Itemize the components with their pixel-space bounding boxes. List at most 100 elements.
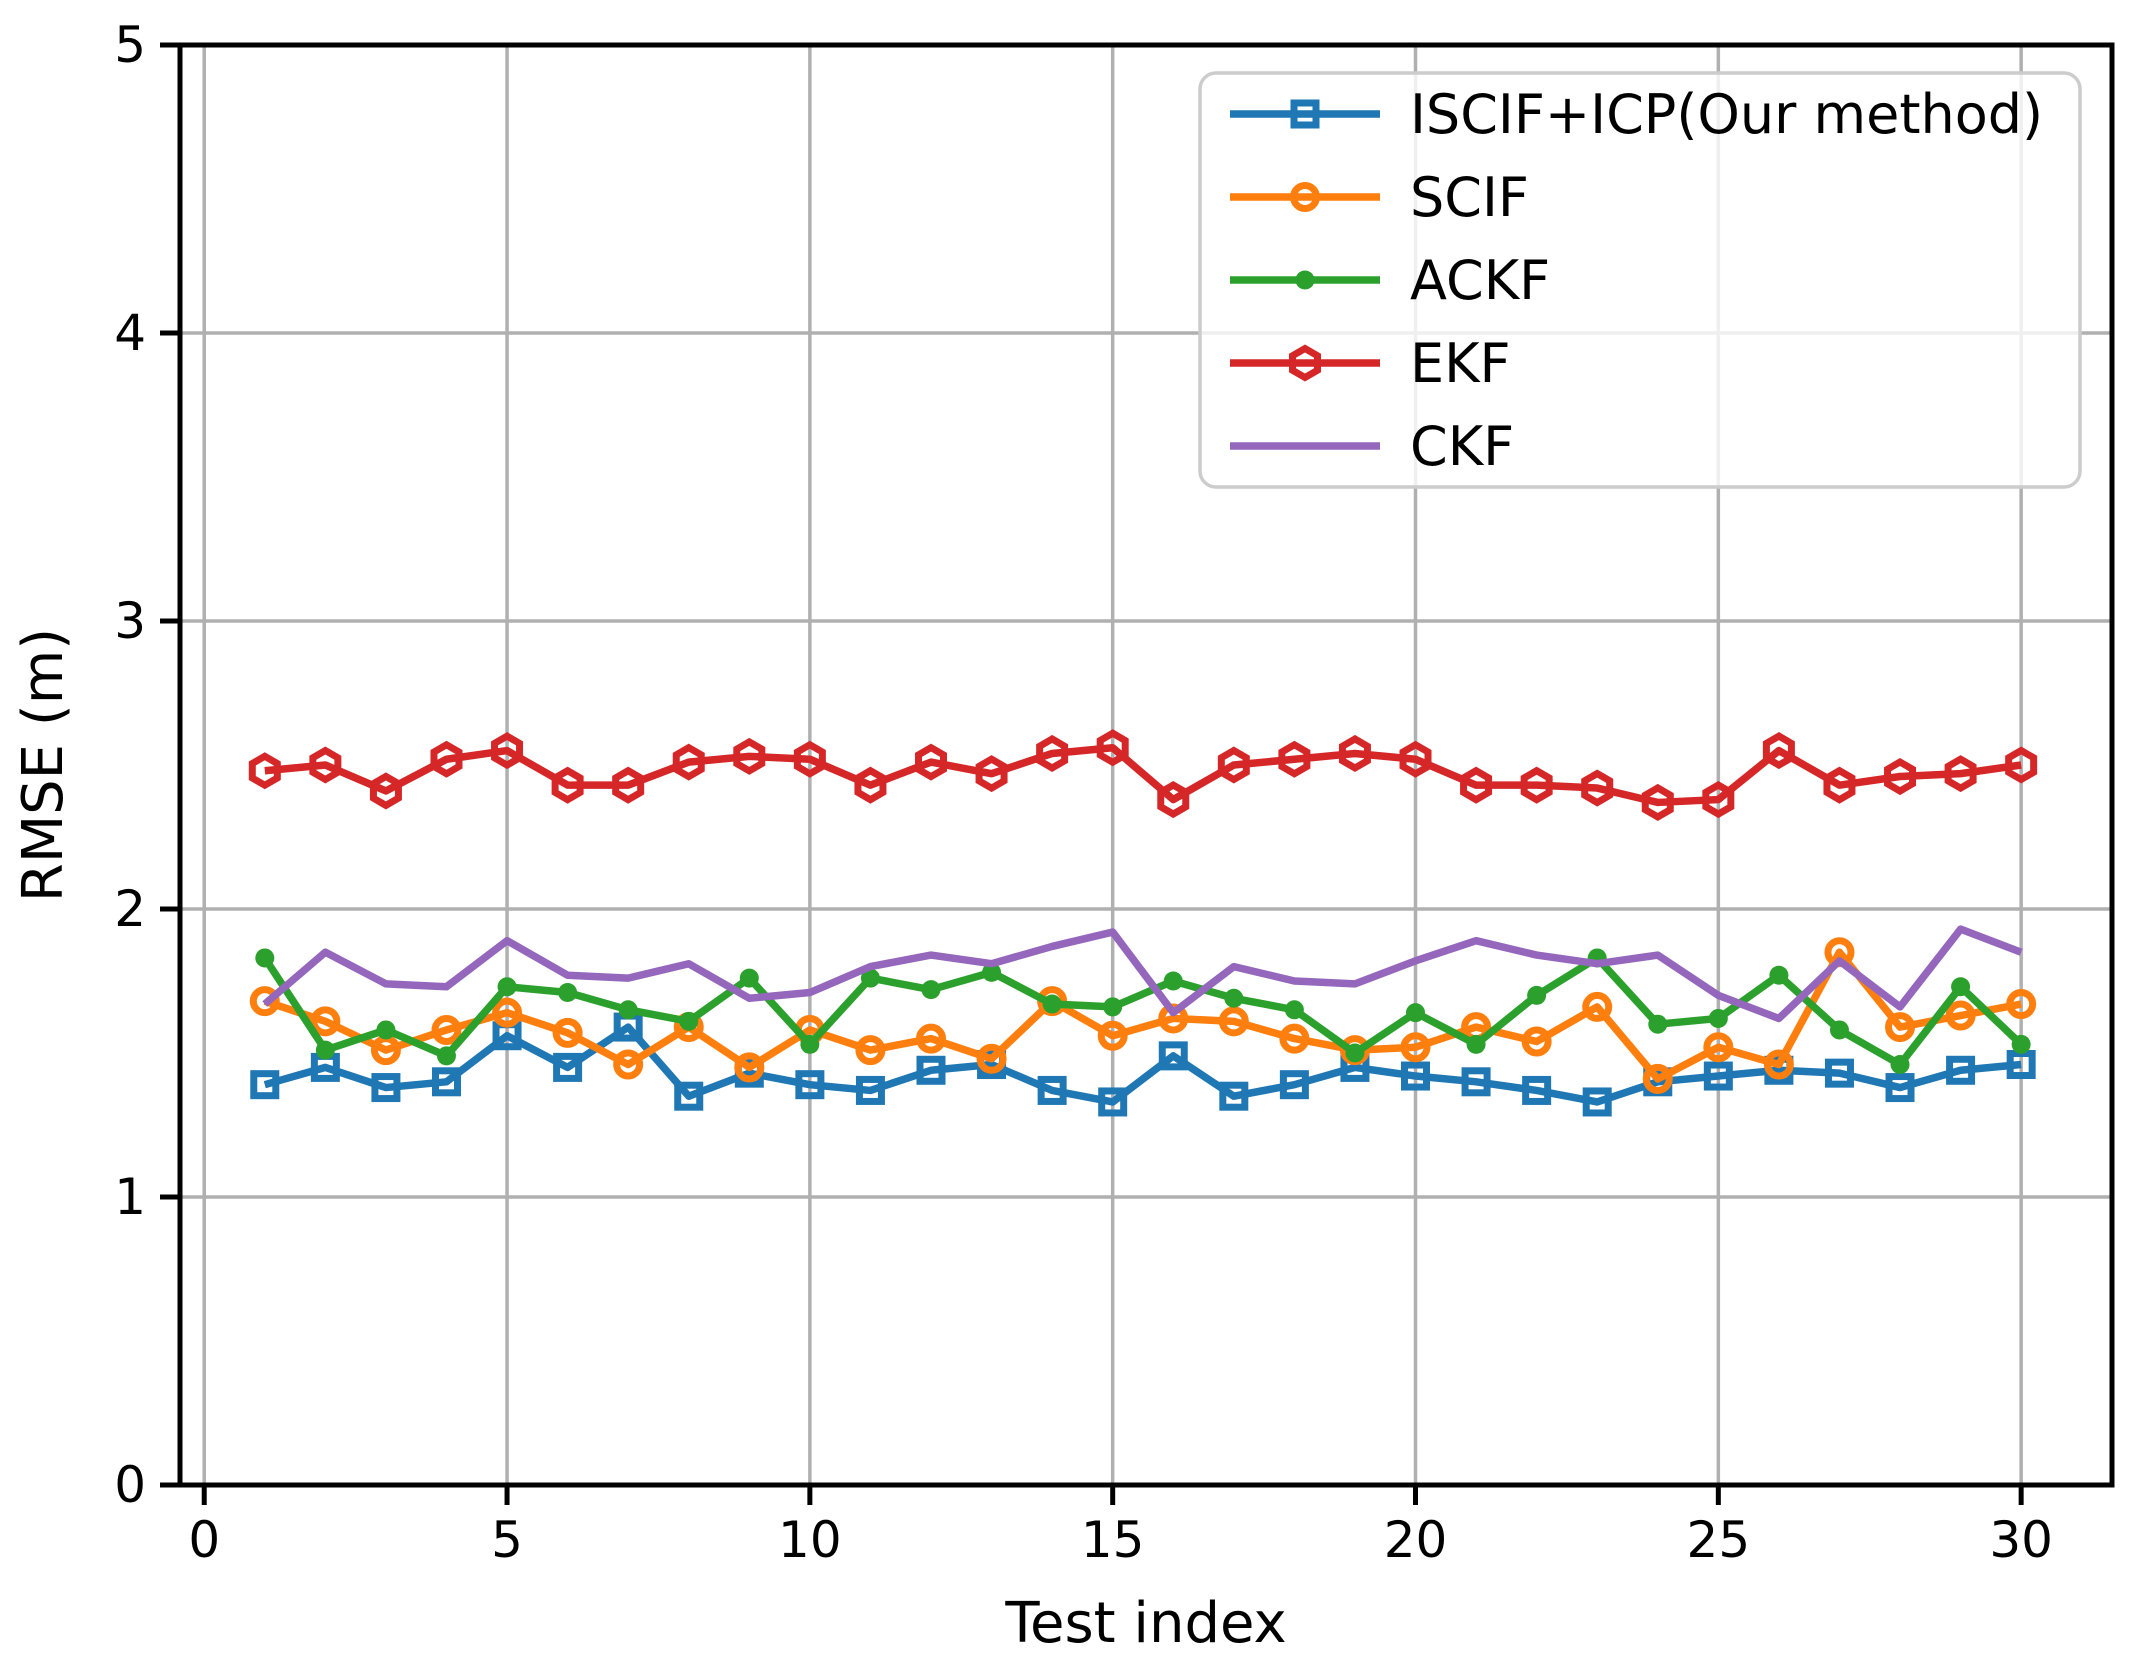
x-tick-label: 15	[1081, 1511, 1145, 1569]
x-tick-label: 5	[491, 1511, 523, 1569]
circle-marker	[492, 997, 523, 1028]
hexagon-marker	[1338, 734, 1371, 773]
dot-marker	[679, 1011, 699, 1031]
dot-marker	[497, 977, 517, 997]
dot-marker	[1527, 985, 1547, 1005]
x-tick-label: 30	[1989, 1511, 2053, 1569]
circle-marker	[2006, 989, 2037, 1020]
hexagon-marker	[1641, 783, 1674, 821]
hexagon-marker	[248, 752, 281, 790]
dot-marker	[1042, 994, 1062, 1014]
hexagon-marker	[1581, 769, 1614, 807]
legend-label-iscif-icp: ISCIF+ICP(Our method)	[1410, 83, 2043, 146]
square-marker	[1522, 1075, 1552, 1105]
square-marker	[1824, 1058, 1854, 1088]
x-tick-label: 25	[1687, 1511, 1751, 1569]
circle-marker	[734, 1052, 765, 1083]
legend-box	[1198, 71, 2082, 489]
circle-marker	[1703, 1032, 1734, 1063]
square-marker	[1037, 1075, 1067, 1105]
series-line	[264, 743, 2022, 807]
square-marker	[1946, 1055, 1976, 1085]
square-marker	[674, 1081, 704, 1111]
dot-marker	[2011, 1034, 2031, 1054]
hexagon-marker	[1096, 729, 1129, 767]
hexagon-marker	[733, 737, 766, 775]
dot-marker	[1295, 270, 1315, 290]
dot-marker	[376, 1020, 396, 1040]
square-marker	[1279, 1070, 1309, 1100]
x-axis-label: Test index	[1004, 1591, 1286, 1656]
hexagon-marker	[1884, 757, 1917, 796]
square-marker	[1219, 1081, 1249, 1111]
dot-marker	[800, 1034, 820, 1054]
circle-marker	[1885, 1012, 1916, 1043]
y-tick-label: 3	[114, 592, 146, 650]
hexagon-marker	[1217, 746, 1250, 784]
hexagon-marker	[1702, 781, 1735, 819]
dot-marker	[1829, 1020, 1849, 1040]
square-marker	[1582, 1087, 1612, 1117]
plot-frame	[177, 42, 2115, 1488]
hexagon-marker	[1823, 766, 1856, 804]
series-ekf	[248, 729, 2038, 821]
hexagon-marker	[2005, 746, 2038, 784]
square-marker	[431, 1067, 461, 1097]
dot-marker	[436, 1046, 456, 1066]
circle-marker	[1400, 1032, 1431, 1063]
hexagon-marker	[369, 772, 402, 810]
hexagon-marker	[1036, 734, 1069, 773]
circle-marker	[613, 1049, 644, 1080]
dot-marker	[1708, 1008, 1728, 1028]
square-marker	[250, 1070, 280, 1100]
axis-ticks: 0 5 10 15 20 25 30 0 1 2 3 4 5	[114, 16, 2053, 1569]
hexagon-marker	[1289, 344, 1321, 382]
square-marker	[1461, 1067, 1491, 1097]
circle-marker	[1763, 1049, 1794, 1080]
y-tick-label: 5	[114, 16, 146, 74]
hexagon-marker	[1399, 740, 1432, 778]
series-line	[263, 1023, 2022, 1106]
x-tick-label: 10	[778, 1511, 842, 1569]
square-marker	[916, 1055, 946, 1085]
hexagon-marker	[612, 766, 645, 804]
hexagon-marker	[1278, 740, 1311, 778]
hexagon-marker	[914, 743, 947, 781]
circle-marker	[1642, 1063, 1673, 1094]
dot-marker	[739, 968, 759, 988]
hexagon-marker	[1520, 766, 1553, 804]
y-tick-label: 4	[114, 304, 146, 362]
square-marker	[1158, 1041, 1188, 1071]
dot-marker	[1163, 971, 1183, 991]
dot-marker	[1103, 997, 1123, 1017]
circle-marker	[976, 1043, 1007, 1074]
dot-marker	[1890, 1055, 1910, 1075]
hexagon-marker	[551, 766, 584, 804]
square-marker	[1290, 99, 1320, 129]
axes-frame	[177, 42, 2115, 1488]
hexagon-marker	[1460, 766, 1493, 804]
circle-marker	[1279, 1023, 1310, 1054]
circle-marker	[1521, 1026, 1552, 1057]
data-series	[248, 729, 2038, 1117]
circle-marker	[1218, 1006, 1249, 1037]
hexagon-marker	[975, 755, 1008, 793]
dot-marker	[982, 962, 1002, 982]
hexagon-marker	[491, 732, 524, 770]
dot-marker	[618, 1000, 638, 1020]
legend-marker-samples	[1230, 99, 1380, 450]
circle-marker	[855, 1035, 886, 1066]
circle-marker	[431, 1014, 462, 1045]
circle-marker	[552, 1017, 583, 1048]
hexagon-marker	[672, 743, 705, 781]
square-marker	[1885, 1073, 1915, 1103]
legend-label-ekf: EKF	[1410, 332, 1511, 395]
hexagon-marker	[430, 740, 463, 778]
x-tick-label: 20	[1384, 1511, 1448, 1569]
hexagon-marker	[1944, 755, 1977, 793]
legend: ISCIF+ICP(Our method) SCIF ACKF EKF CKF	[1198, 71, 2082, 489]
circle-marker	[1290, 182, 1320, 212]
y-tick-label: 2	[114, 880, 146, 938]
square-marker	[795, 1070, 825, 1100]
